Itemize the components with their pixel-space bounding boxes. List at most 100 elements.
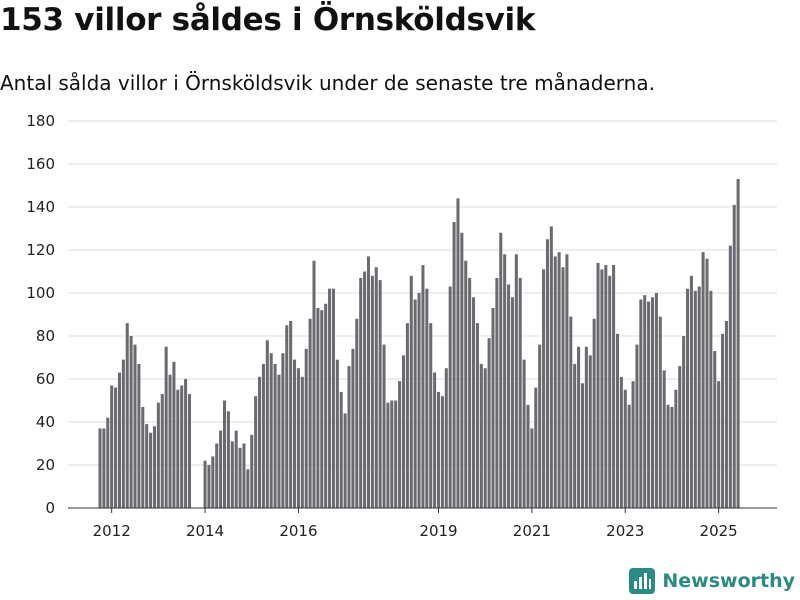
- bar: [666, 404, 670, 508]
- x-axis-ticks: 2012 2014 2016 2019 2021 2023 2025: [93, 508, 738, 540]
- bar: [355, 318, 359, 508]
- bar: [102, 428, 106, 508]
- bar: [623, 389, 627, 508]
- bar: [164, 346, 168, 508]
- x-tick-label: 2014: [186, 522, 224, 540]
- bar: [413, 299, 417, 508]
- bar: [394, 400, 398, 508]
- bar: [152, 426, 156, 508]
- bar: [452, 222, 456, 509]
- bar: [495, 277, 499, 508]
- bar: [98, 428, 102, 508]
- bar: [526, 404, 530, 508]
- bar: [530, 428, 534, 508]
- x-tick-label: 2016: [279, 522, 317, 540]
- bar: [207, 465, 211, 508]
- bar: [553, 256, 557, 508]
- bar: [674, 389, 678, 508]
- y-tick-label: 0: [45, 499, 55, 517]
- bar: [507, 284, 511, 508]
- x-tick-label: 2021: [513, 522, 551, 540]
- bar: [110, 385, 114, 508]
- bar: [258, 376, 262, 508]
- bar: [697, 286, 701, 508]
- bar: [491, 308, 495, 508]
- bar: [269, 353, 273, 508]
- newsworthy-logo-icon: [629, 568, 656, 594]
- bar: [421, 265, 425, 508]
- bar: [635, 344, 639, 508]
- bar: [503, 254, 507, 508]
- brand-name: Newsworthy: [662, 570, 795, 592]
- bar: [721, 333, 725, 508]
- bar: [444, 368, 448, 508]
- bar: [250, 434, 254, 508]
- brand-logo: Newsworthy: [629, 568, 795, 594]
- bar: [378, 280, 382, 508]
- bar: [409, 275, 413, 508]
- y-tick-label: 100: [26, 284, 55, 302]
- bar: [133, 344, 137, 508]
- bar: [577, 346, 581, 508]
- bar: [705, 258, 709, 508]
- data-labels: 153: [727, 0, 758, 4]
- bar: [436, 391, 441, 508]
- bar: [654, 293, 658, 508]
- bar: [312, 260, 316, 508]
- bar: [557, 252, 561, 508]
- bar: [304, 348, 308, 508]
- bar: [382, 344, 386, 508]
- bar: [425, 288, 429, 508]
- bar: [347, 366, 351, 508]
- page-title: 153 villor såldes i Örnsköldsvik: [0, 2, 536, 38]
- bar: [662, 370, 666, 508]
- bar: [320, 310, 324, 508]
- bar: [619, 376, 623, 508]
- bar: [682, 336, 686, 508]
- bar: [728, 245, 732, 508]
- bar: [561, 267, 565, 508]
- bar: [440, 396, 444, 508]
- y-tick-label: 20: [36, 456, 55, 474]
- bar: [600, 269, 604, 508]
- bar: [149, 432, 153, 508]
- bar: [203, 460, 207, 508]
- bar: [265, 340, 269, 508]
- bar: [701, 252, 705, 508]
- bar: [615, 333, 620, 508]
- bar: [468, 277, 472, 508]
- bar: [689, 275, 693, 508]
- bar: [510, 297, 514, 508]
- bar: [351, 348, 355, 508]
- bar: [184, 379, 188, 508]
- bar: [219, 430, 223, 508]
- bar: [331, 288, 335, 508]
- y-tick-label: 160: [26, 155, 55, 173]
- bar: [534, 387, 538, 508]
- bar: [686, 288, 690, 508]
- bar: [724, 320, 728, 508]
- bar: [246, 469, 250, 508]
- chart-subtitle: Antal sålda villor i Örnsköldsvik under …: [0, 71, 655, 95]
- bar: [604, 265, 608, 508]
- y-tick-label: 140: [26, 198, 55, 216]
- bar: [293, 359, 297, 508]
- bar: [678, 366, 682, 508]
- bar: [472, 297, 476, 508]
- bar: [277, 374, 281, 508]
- bar: [647, 301, 651, 508]
- bar: [464, 260, 468, 508]
- bar: [573, 363, 577, 508]
- bar: [658, 316, 662, 508]
- bar: [479, 363, 483, 508]
- bar: [296, 368, 300, 508]
- bar: [448, 286, 452, 508]
- bar: [592, 318, 596, 508]
- bar: [363, 271, 367, 508]
- bar: [117, 372, 121, 508]
- bar: [300, 376, 304, 508]
- bar: [631, 381, 635, 508]
- bar: [106, 417, 110, 508]
- bar: [145, 424, 149, 508]
